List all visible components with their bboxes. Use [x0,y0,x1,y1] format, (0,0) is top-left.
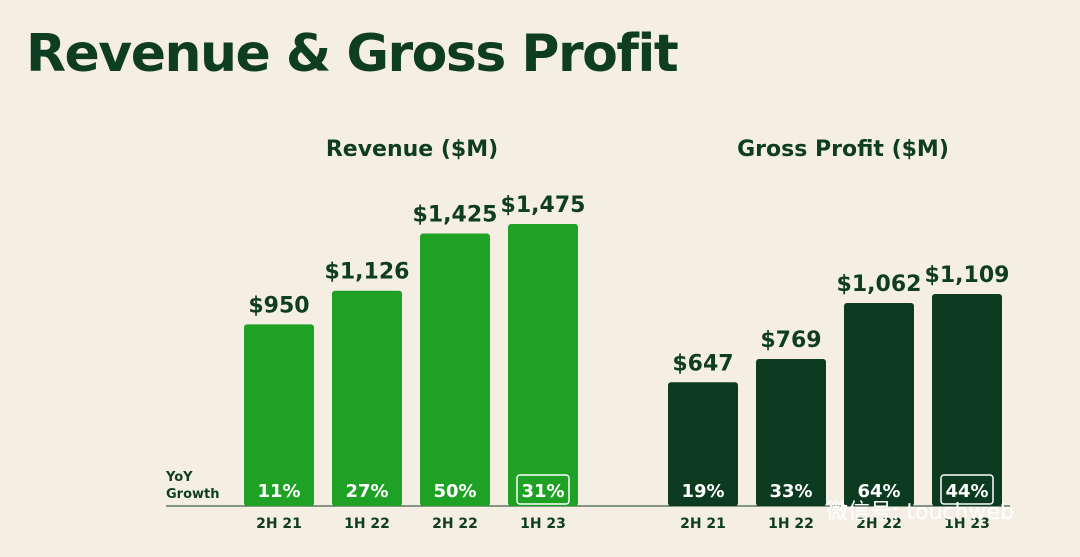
growth-label-1-3: 44% [945,481,988,502]
x-tick-label-0-1: 1H 22 [344,516,390,532]
x-tick-label-1-1: 1H 22 [768,516,814,532]
value-label-1-1: $769 [760,328,821,353]
x-tick-label-0-0: 2H 21 [256,516,302,532]
bar-0-1 [332,290,402,506]
bar-1-2 [844,302,914,506]
value-label-0-1: $1,126 [325,260,410,285]
growth-label-0-2: 50% [433,481,476,502]
bar-0-0 [244,324,314,506]
yoy-label-line2: Growth [166,487,220,502]
bar-0-2 [420,233,490,506]
bar-1-3 [932,293,1002,506]
chart-title-0: Revenue ($M) [326,137,498,162]
x-tick-label-1-0: 2H 21 [680,516,726,532]
bar-1-1 [756,358,826,506]
x-tick-label-0-2: 2H 22 [432,516,478,532]
growth-label-1-2: 64% [857,481,900,502]
growth-label-0-1: 27% [345,481,388,502]
x-tick-label-1-3: 1H 23 [944,516,990,532]
value-label-1-2: $1,062 [837,272,922,297]
growth-label-0-3: 31% [521,481,564,502]
growth-label-1-1: 33% [769,481,812,502]
page-title: Revenue & Gross Profit [26,24,679,84]
value-label-0-0: $950 [248,293,309,318]
growth-label-1-0: 19% [681,481,724,502]
value-label-1-3: $1,109 [925,263,1010,288]
yoy-label-line1: YoY [165,470,193,485]
value-label-1-0: $647 [672,351,733,376]
bar-0-3 [508,224,578,506]
growth-highlight-box-0 [516,474,570,505]
x-tick-label-0-3: 1H 23 [520,516,566,532]
growth-label-0-0: 11% [257,481,300,502]
chart-title-1: Gross Profit ($M) [737,137,949,162]
watermark-text: 微信号: touchweb [826,500,1014,525]
value-label-0-3: $1,475 [501,193,586,218]
growth-highlight-box-1 [940,474,994,505]
x-tick-label-1-2: 2H 22 [856,516,902,532]
bar-1-0 [668,382,738,506]
value-label-0-2: $1,425 [413,203,498,228]
